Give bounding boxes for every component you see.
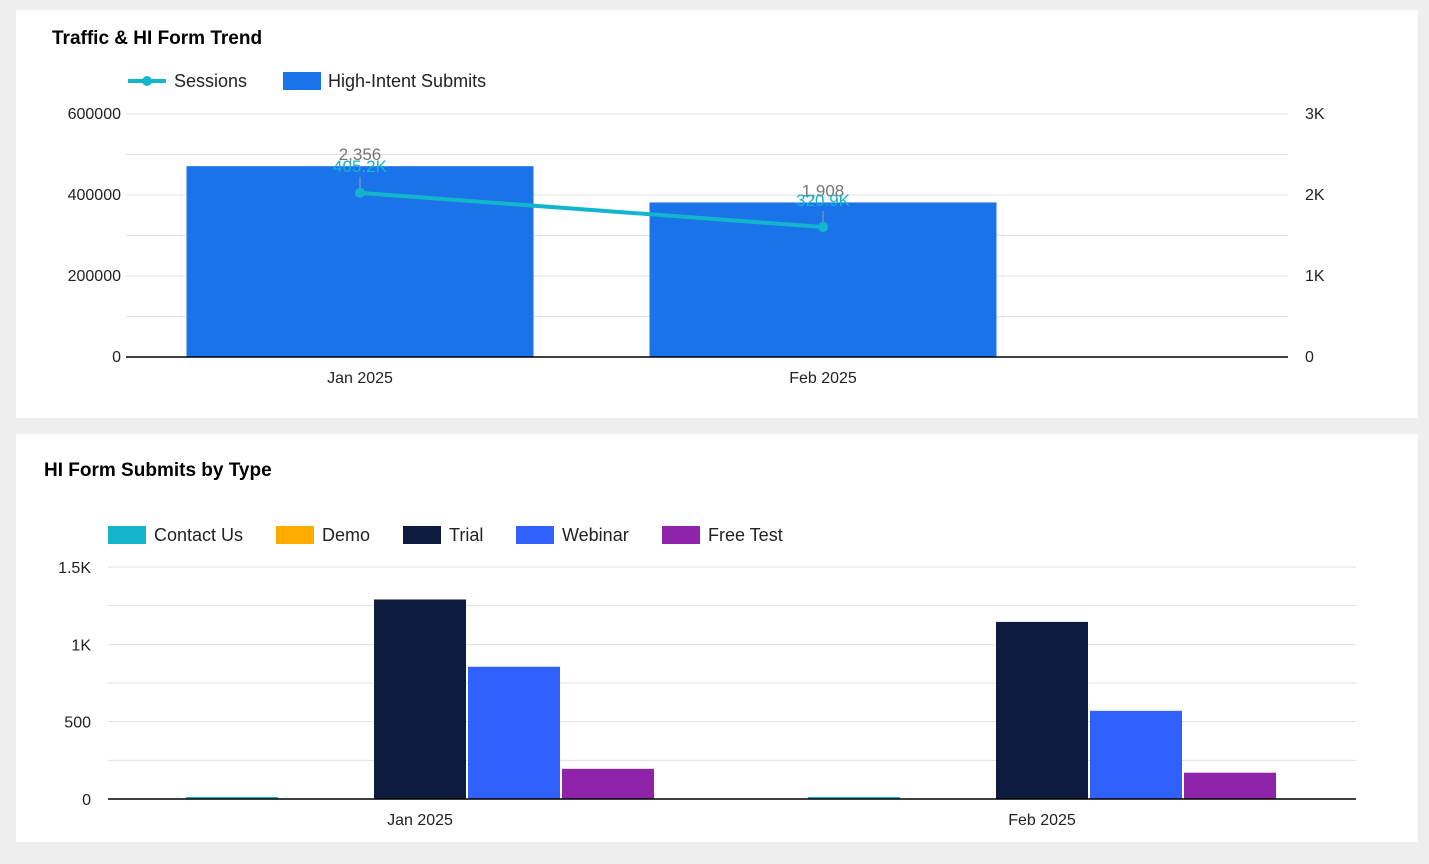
bar-free-test [562,768,654,799]
legend-swatch [403,526,441,544]
point-data-label: 320.9K [796,191,851,210]
legend-label: Trial [449,525,483,545]
legend-swatch [108,526,146,544]
legend-swatch [516,526,554,544]
x-tick-label: Feb 2025 [789,370,857,387]
bar-free-test [1184,772,1276,799]
bar-webinar [1090,710,1182,799]
legend-label: Free Test [708,525,783,545]
y-right-tick-label: 2K [1305,187,1325,204]
submits-by-type-card: HI Form Submits by Type 1.5K 1K 500 0 Contac… [16,434,1418,842]
y-right-tick-label: 3K [1305,106,1325,123]
legend-swatch [276,526,314,544]
bar-data-label: 2,356 [339,145,382,164]
bar-data-label: 1,908 [802,181,845,200]
bar-webinar [468,666,560,799]
line-sessions [359,190,824,230]
submits-by-type-chart: 1.5K 1K 500 0 Contact Us Demo Trial Webinar Free… [58,525,1356,829]
bar-contact-us [808,797,900,799]
legend-swatch [662,526,700,544]
y-left-tick-label: 0 [112,349,121,366]
y-tick-label: 1.5K [58,560,91,577]
legend-sessions-label: Sessions [174,71,247,91]
y-tick-label: 500 [64,715,91,732]
legend-sessions-marker [142,76,152,86]
y-left-tick-label: 400000 [68,187,121,204]
point-sessions [355,187,365,198]
x-tick-label: Feb 2025 [1008,812,1076,829]
y-tick-label: 0 [82,792,91,809]
y-left-tick-label: 200000 [68,268,121,285]
x-tick-label: Jan 2025 [387,812,453,829]
y-left-tick-label: 600000 [68,106,121,123]
legend-submits-label: High-Intent Submits [328,71,486,91]
point-sessions [818,222,828,233]
y-tick-label: 1K [71,637,91,654]
legend-label: Contact Us [154,525,243,545]
traffic-chart-title: Traffic & HI Form Trend [52,28,263,49]
bar-high-intent-submits [186,166,534,357]
traffic-trend-card: Traffic & HI Form Trend 600000 400000 2000… [16,10,1418,418]
bar-trial [996,621,1088,799]
y-right-tick-label: 0 [1305,349,1314,366]
y-right-tick-label: 1K [1305,268,1325,285]
legend-submits-swatch [283,72,321,90]
bar-contact-us [186,797,278,799]
point-data-label: 405.2K [333,157,388,176]
types-chart-title: HI Form Submits by Type [44,460,272,481]
traffic-trend-chart: 600000 400000 200000 0 3K 2K 1K 0 Sessions High-I… [68,71,1325,387]
legend-label: Webinar [562,525,629,545]
bar-trial [374,599,466,799]
x-tick-label: Jan 2025 [327,370,393,387]
legend-label: Demo [322,525,370,545]
